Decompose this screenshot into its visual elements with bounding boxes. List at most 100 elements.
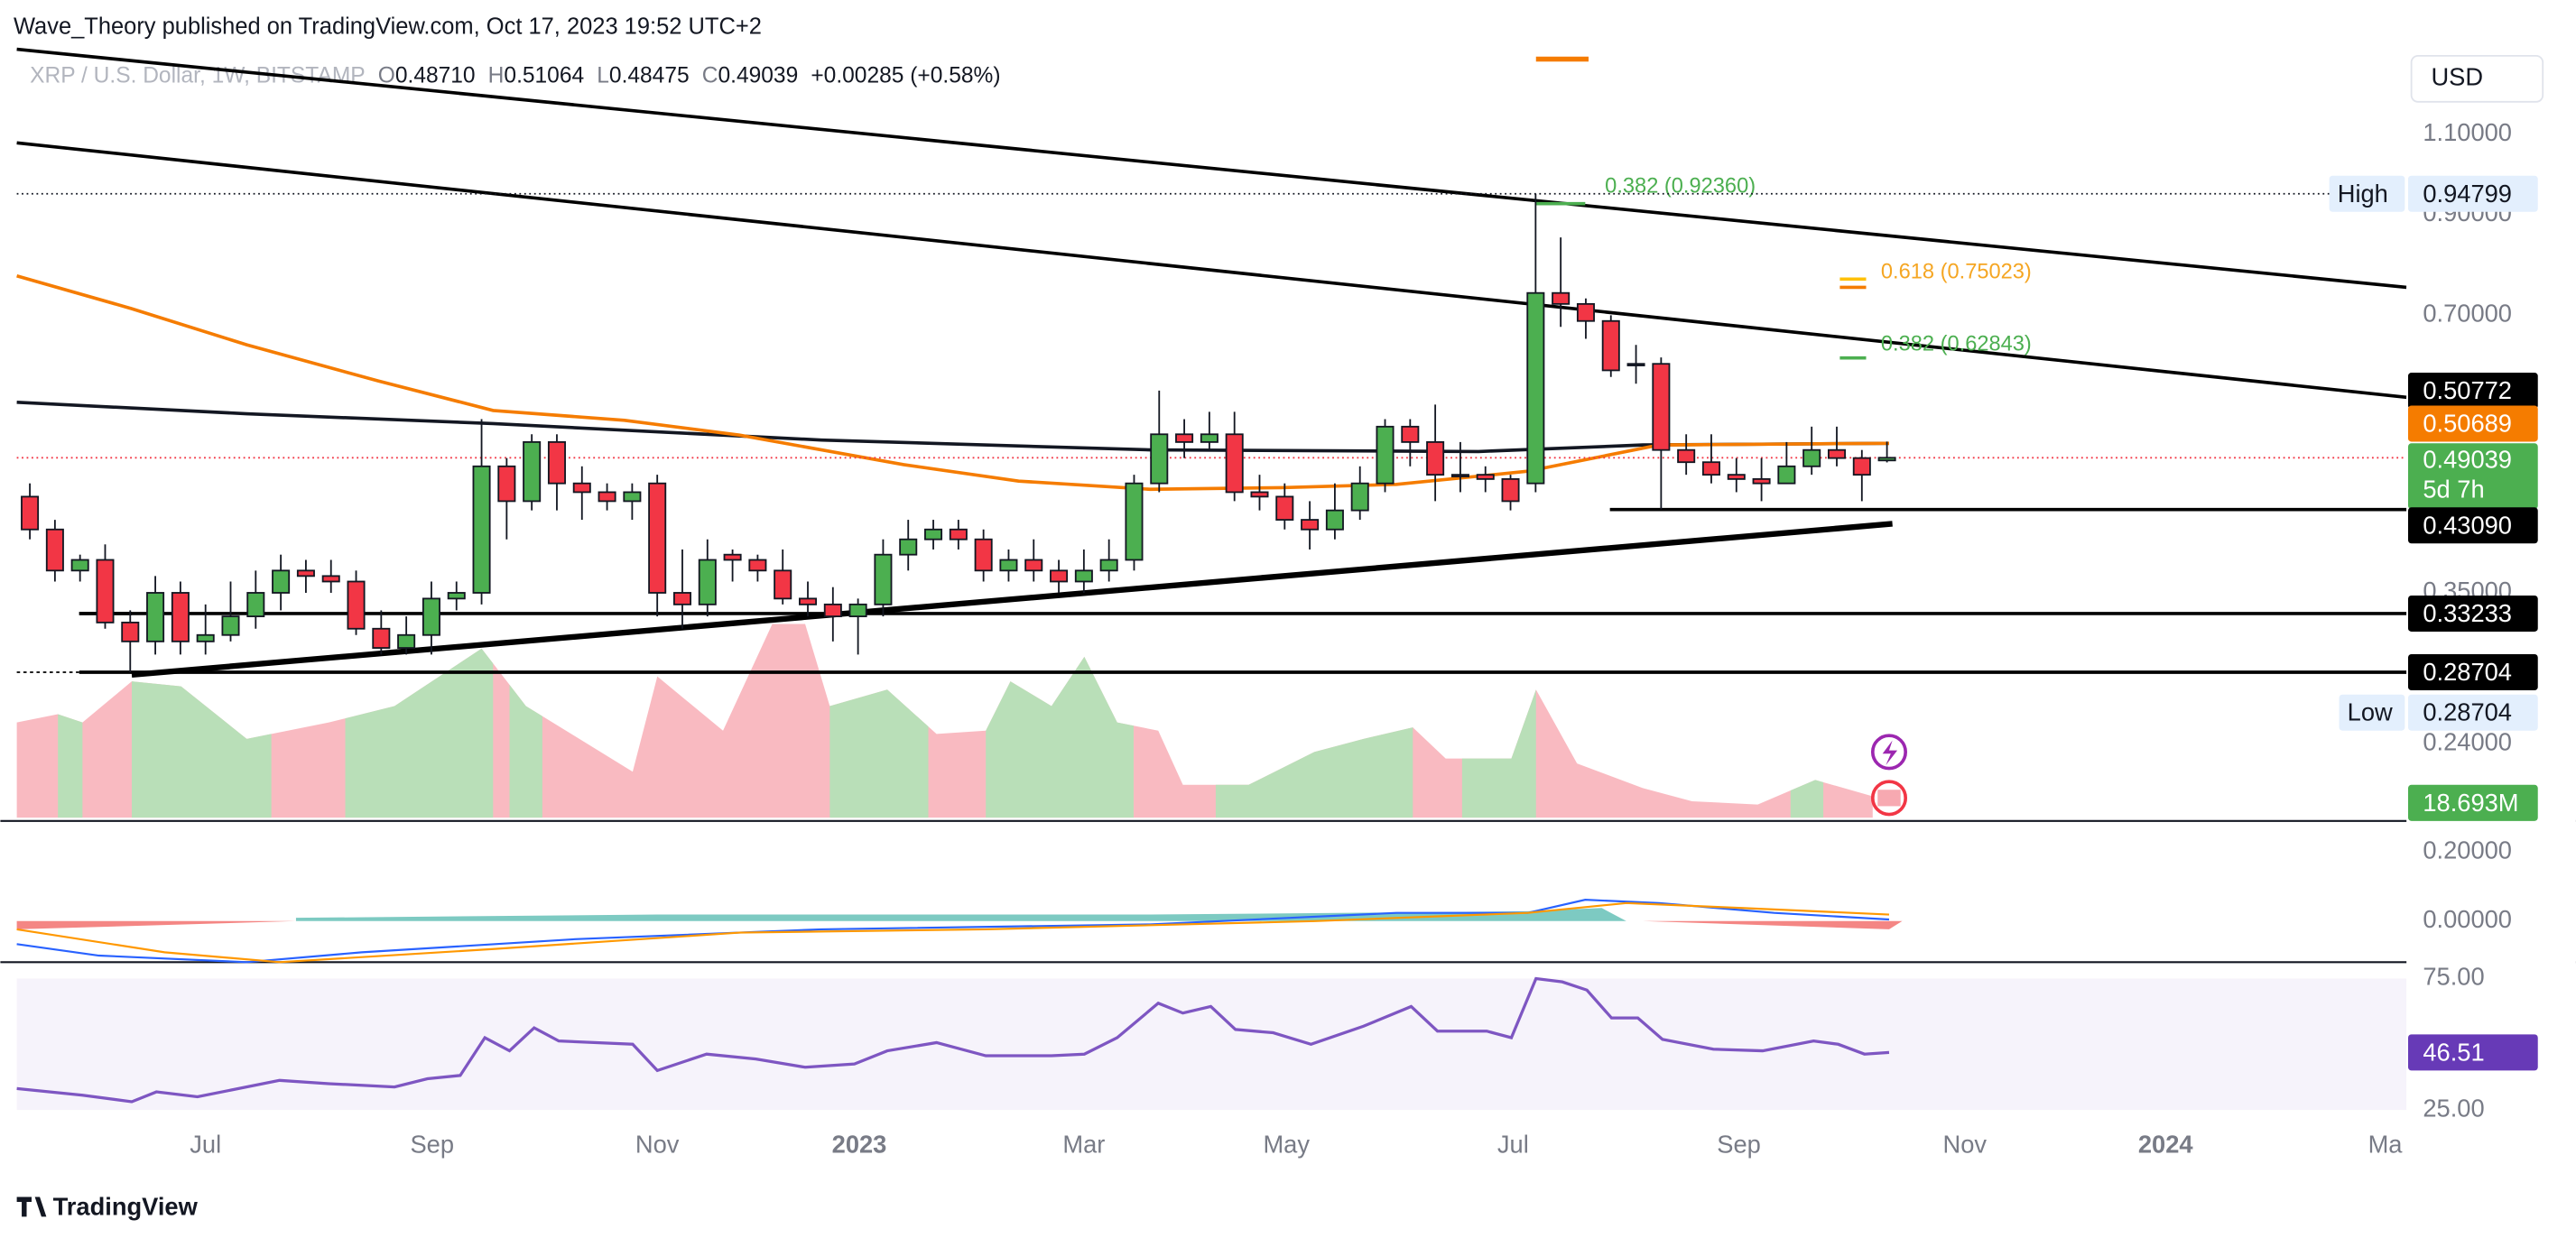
candle-body — [96, 559, 115, 624]
rsi-line — [16, 976, 1890, 1104]
volume-value: 18.693M — [2423, 789, 2518, 817]
ema — [16, 273, 1889, 492]
x-tick-label: Mar — [1062, 1130, 1105, 1158]
candle-body — [547, 440, 566, 485]
candle-body — [1526, 291, 1545, 485]
candle-body — [146, 592, 165, 642]
x-tick-label: 2023 — [832, 1130, 887, 1158]
logo — [16, 1196, 47, 1217]
x-tick-label: May — [1263, 1130, 1310, 1158]
candle-body — [1827, 448, 1847, 459]
price-box — [2407, 443, 2538, 510]
candle-body — [672, 592, 691, 605]
candle-body — [1275, 495, 1294, 521]
candle-body — [1050, 569, 1069, 583]
level-value: 0.43090 — [2423, 511, 2512, 539]
ohlc-value: 0.48475 — [609, 64, 690, 88]
candle-body — [1150, 433, 1169, 485]
candle-body — [1677, 448, 1696, 464]
low-label-box — [2339, 694, 2405, 731]
dividend-icon-glyph — [1877, 790, 1901, 807]
candle-body — [648, 482, 667, 594]
candle-body — [447, 592, 466, 600]
high-value-box — [2407, 175, 2538, 212]
x-tick-label: Nov — [635, 1130, 680, 1158]
ohlc-value: 0.49039 — [718, 64, 798, 88]
macd-histogram — [16, 920, 1903, 929]
candle-body — [799, 597, 818, 605]
candle-body — [1325, 509, 1344, 531]
ema-value: 0.50689 — [2423, 409, 2512, 437]
candle-body — [1476, 474, 1495, 480]
trendline — [16, 47, 2407, 290]
trendline-value-box — [2407, 373, 2538, 410]
candle-body — [171, 592, 190, 642]
ohlc-key: H — [488, 64, 505, 88]
candle-body — [472, 465, 491, 594]
candle-body — [1752, 477, 1771, 485]
ohlc-value: 0.48710 — [395, 64, 476, 88]
level-value-box — [2407, 507, 2538, 544]
last-price: 0.49039 — [2423, 446, 2512, 474]
rsi-band — [16, 978, 2407, 1111]
candle-body — [422, 597, 440, 636]
candle-body — [974, 538, 993, 572]
candle-body — [372, 627, 391, 649]
candle-body — [1576, 302, 1595, 322]
candle-body — [221, 615, 240, 636]
candle-body — [1074, 569, 1093, 583]
ohlc-key: O — [378, 64, 395, 88]
candle-body — [1802, 448, 1821, 467]
currency-button[interactable] — [2410, 54, 2544, 103]
candle-body — [1501, 477, 1520, 503]
trendline-value: 0.50772 — [2423, 376, 2512, 404]
signal-line — [16, 901, 1890, 964]
rsi-tick-label: 75.00 — [2423, 963, 2484, 991]
candle-body — [1024, 559, 1043, 572]
event-icon-glyph — [1882, 740, 1898, 765]
candle-body — [823, 603, 842, 618]
candle-body — [21, 495, 40, 531]
candle-body — [347, 580, 366, 630]
level-value: 0.33233 — [2423, 599, 2512, 627]
trendline — [16, 141, 2407, 400]
candle-body — [774, 569, 792, 600]
candle-body — [1301, 519, 1320, 531]
candle-body — [1426, 440, 1445, 476]
high-label-box — [2329, 175, 2405, 212]
currency[interactable]: USD — [2431, 63, 2483, 91]
publisher: Wave_Theory published on TradingView.com… — [14, 14, 762, 40]
low-label: Low — [2348, 698, 2393, 726]
candle-body — [296, 569, 315, 577]
candle-body — [924, 528, 943, 540]
candle-body — [272, 569, 291, 594]
candle-body — [1877, 457, 1896, 462]
candle-body — [397, 633, 416, 649]
legend-line: XRP / U.S. Dollar, 1W, BITSTAMP O0.48710… — [30, 64, 1000, 88]
x-tick-label: Nov — [1943, 1130, 1988, 1158]
change: +0.00285 (+0.58%) — [811, 64, 1000, 88]
candle-body — [121, 621, 140, 642]
ohlc-value: 0.51064 — [504, 64, 584, 88]
volume-value-box — [2407, 784, 2538, 821]
rsi-tick-label: 25.00 — [2423, 1094, 2484, 1122]
fib-label: 0.618 (0.75023) — [1881, 260, 2032, 283]
macd-tick-label: 0.00000 — [2423, 905, 2512, 933]
candle-body — [321, 575, 340, 583]
candle-body — [1376, 425, 1395, 485]
macd-tick-label: 0.20000 — [2423, 836, 2512, 864]
candle-body — [246, 592, 265, 618]
candle-body — [1175, 433, 1194, 443]
y-tick-label: 0.70000 — [2423, 300, 2512, 328]
brand: TradingView — [53, 1192, 199, 1220]
candle-body — [1626, 363, 1645, 366]
candle-body — [1250, 491, 1269, 498]
candle-body — [1652, 363, 1671, 451]
x-tick-label: Ma — [2368, 1130, 2404, 1158]
y-tick-label: 0.24000 — [2423, 728, 2512, 756]
level-value-box — [2407, 653, 2538, 691]
support-line — [131, 521, 1893, 679]
moving-average — [16, 400, 1889, 454]
countdown: 5d 7h — [2423, 475, 2484, 503]
